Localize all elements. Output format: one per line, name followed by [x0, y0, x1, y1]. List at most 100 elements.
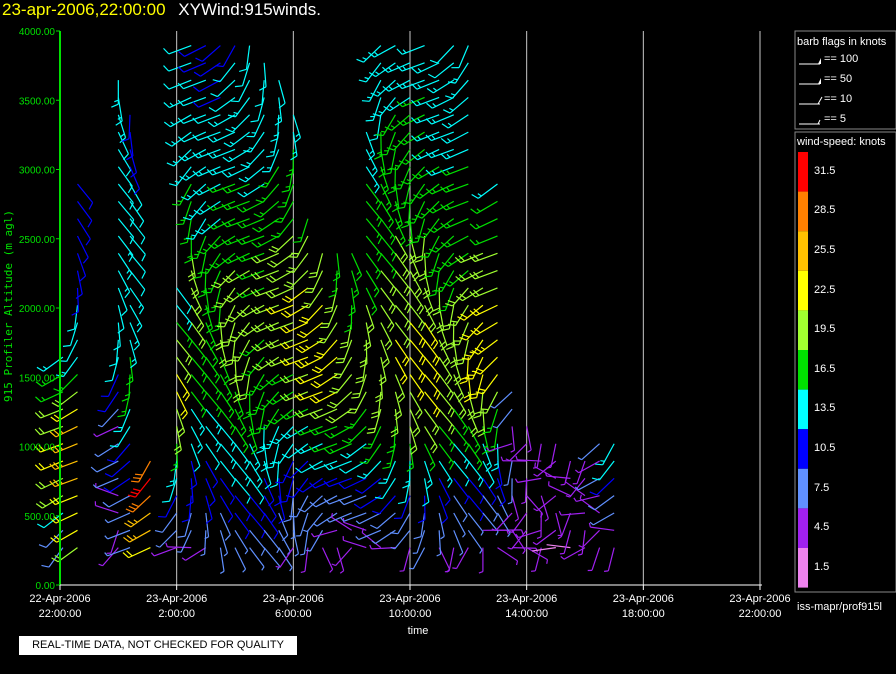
wind-barb	[244, 374, 265, 396]
wind-barb	[577, 443, 600, 461]
wind-barb	[263, 512, 279, 540]
wind-barb	[409, 408, 421, 438]
wind-barb	[441, 252, 469, 268]
x-tick-time: 22:00:00	[39, 608, 82, 620]
wind-barb	[219, 391, 235, 419]
wind-barb	[265, 373, 294, 386]
y-tick-label: 2500.00	[19, 235, 56, 246]
wind-barb	[218, 339, 227, 369]
wind-barb	[503, 460, 513, 487]
wind-barb	[219, 426, 237, 452]
wind-barb	[438, 460, 453, 488]
wind-barb	[117, 305, 125, 334]
wind-barb	[526, 547, 549, 564]
wind-barb	[280, 408, 309, 420]
wind-barb	[482, 478, 497, 506]
wind-barb	[283, 460, 309, 479]
wind-barb	[335, 339, 353, 364]
wind-barb	[246, 409, 255, 438]
wind-barb	[266, 252, 294, 268]
wind-barb	[374, 478, 396, 500]
wind-barb	[190, 408, 205, 436]
barb-legend-title: barb flags in knots	[797, 36, 887, 48]
wind-barb	[221, 183, 250, 194]
wind-barb	[205, 374, 222, 401]
wind-barb	[490, 391, 513, 409]
wind-barb	[216, 304, 236, 328]
wind-barb	[341, 425, 367, 444]
speed-color-swatch	[798, 191, 808, 232]
wind-barb	[49, 425, 78, 438]
wind-barb	[406, 201, 426, 224]
wind-barb	[249, 495, 266, 522]
wind-barb	[150, 547, 177, 557]
wind-barb	[182, 200, 207, 221]
wind-barb	[365, 97, 382, 122]
wind-barb	[532, 443, 542, 469]
wind-barb	[441, 305, 455, 332]
wind-barb	[296, 477, 323, 493]
wind-barb	[438, 495, 449, 524]
wind-barb	[265, 443, 280, 469]
wind-barb	[409, 356, 426, 383]
wind-barb	[210, 270, 236, 289]
wind-barb	[35, 477, 64, 490]
wind-barb	[190, 391, 207, 418]
wind-barb	[500, 456, 527, 462]
x-tick-date: 23-Apr-2006	[263, 593, 324, 605]
wind-barb	[469, 287, 498, 298]
wind-barb	[249, 512, 266, 539]
wind-barb	[205, 460, 219, 489]
wind-barb	[382, 62, 411, 73]
speed-color-swatch	[798, 389, 808, 430]
wind-barb	[453, 495, 468, 523]
wind-barb	[587, 547, 601, 572]
wind-barb	[470, 200, 498, 214]
wind-barb	[283, 495, 294, 523]
wind-barb	[437, 287, 455, 312]
wind-barb	[177, 96, 207, 107]
wind-barb	[531, 547, 556, 552]
wind-barb	[331, 547, 353, 567]
wind-barb	[309, 477, 338, 489]
wind-barb	[396, 183, 411, 210]
wind-barb	[394, 356, 408, 385]
plot-name: XYWind:915winds.	[178, 0, 321, 19]
wind-barb	[230, 339, 251, 362]
speed-color-swatch	[798, 310, 808, 350]
wind-barb	[374, 132, 382, 160]
wind-barb	[425, 183, 454, 195]
wind-barb	[165, 542, 192, 549]
wind-barb	[347, 391, 367, 414]
barb-legend-item-50: == 50	[824, 73, 853, 85]
wind-barb	[247, 391, 265, 416]
wind-barb	[190, 460, 198, 490]
wind-barb	[234, 529, 249, 555]
wind-barb	[94, 443, 119, 458]
wind-barb	[440, 183, 469, 193]
wind-barb	[207, 235, 236, 249]
wind-barb	[536, 512, 542, 540]
wind-barb	[409, 339, 426, 366]
wind-barb	[380, 339, 390, 369]
wind-barb	[438, 512, 445, 540]
speed-scale-label: 4.5	[814, 521, 830, 534]
wind-barb	[505, 443, 528, 462]
wind-barb	[455, 270, 484, 282]
wind-barb	[375, 114, 396, 137]
wind-barb	[190, 287, 203, 316]
wind-barb	[431, 252, 455, 273]
wind-barb	[411, 79, 440, 90]
wind-barb	[292, 114, 301, 144]
wind-barb	[338, 495, 367, 506]
plot-date-time: 23-apr-2006,22:00:00	[2, 0, 166, 19]
wind-barb	[278, 495, 286, 525]
wind-barb	[413, 512, 426, 540]
wind-barb	[207, 287, 221, 314]
wind-barb	[304, 270, 324, 293]
wind-barb	[440, 148, 469, 160]
wind-barb	[426, 96, 455, 109]
wind-barb	[482, 495, 498, 522]
wind-barb	[486, 426, 499, 453]
wind-barb	[443, 270, 469, 287]
